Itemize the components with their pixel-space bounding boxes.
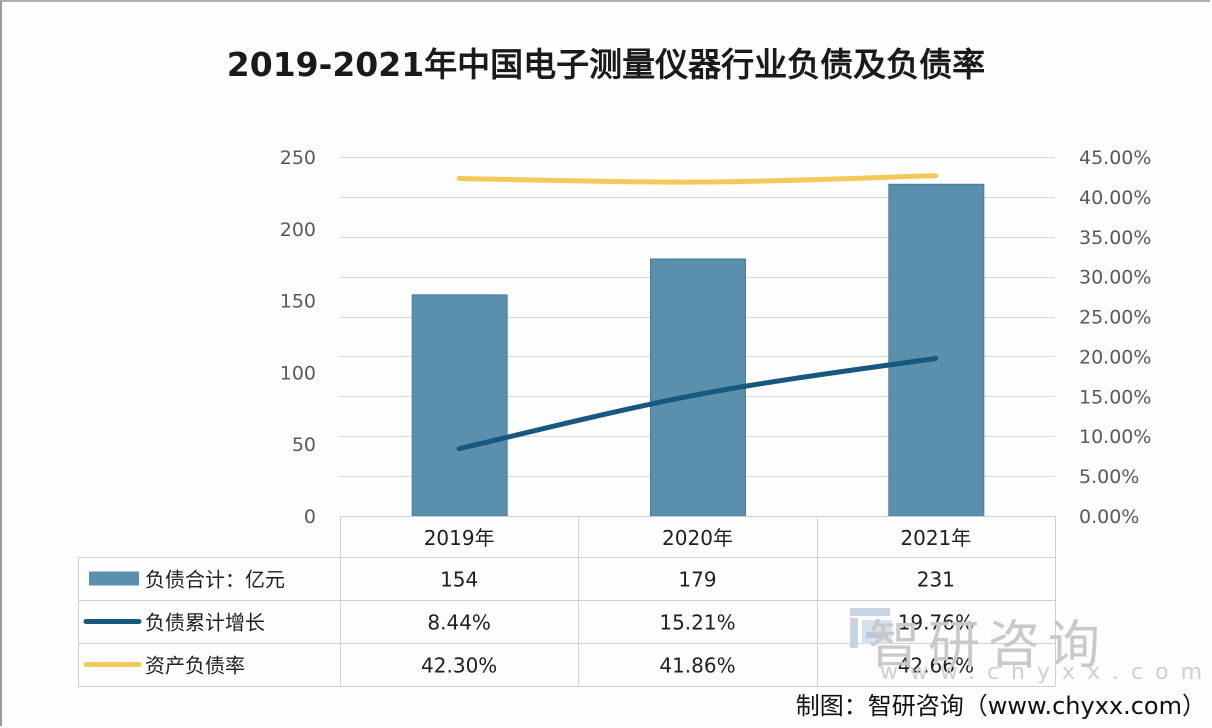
data-table-value: 42.30% xyxy=(421,654,497,678)
right-axis-tick-label: 35.00% xyxy=(1079,227,1151,249)
data-table-value: 41.86% xyxy=(659,654,735,678)
bar-2019年 xyxy=(411,294,508,517)
data-table-value: 179 xyxy=(678,568,716,592)
left-axis-tick-label: 100 xyxy=(280,362,316,384)
chart-title: 2019-2021年中国电子测量仪器行业负债及负债率 xyxy=(226,45,986,84)
right-axis-tick-label: 5.00% xyxy=(1079,466,1139,488)
right-axis-tick-label: 15.00% xyxy=(1079,386,1151,408)
left-axis-ticks: 250 200 150 100 50 0 xyxy=(280,147,316,528)
legend-label: 资产负债率 xyxy=(145,654,245,678)
watermark-logo-icon xyxy=(850,608,896,650)
right-axis-tick-label: 10.00% xyxy=(1079,426,1151,448)
watermark-url: www.chyxx.com xyxy=(880,660,1212,685)
legend-key-bar xyxy=(89,571,139,586)
data-table-value: 42.66% xyxy=(898,654,974,678)
right-axis-tick-label: 30.00% xyxy=(1079,267,1151,289)
source-caption: 制图：智研咨询（www.chyxx.com） xyxy=(795,692,1206,720)
data-table-value: 15.21% xyxy=(659,611,735,635)
category-label: 2021年 xyxy=(900,526,971,550)
bar-2021年 xyxy=(888,183,985,517)
data-table-value: 19.76% xyxy=(898,611,974,635)
right-axis-tick-label: 25.00% xyxy=(1079,307,1151,329)
line-series xyxy=(456,173,939,452)
left-axis-tick-label: 250 xyxy=(280,147,316,169)
category-label: 2020年 xyxy=(662,526,733,550)
watermark-brand: 智研咨询 xyxy=(868,616,1109,676)
data-table-value: 154 xyxy=(440,568,478,592)
line-asset-liability-ratio xyxy=(456,173,939,185)
bar-series xyxy=(411,183,985,517)
right-axis-tick-label: 20.00% xyxy=(1079,346,1151,368)
left-axis-tick-label: 50 xyxy=(292,434,316,456)
right-axis-tick-label: 40.00% xyxy=(1079,187,1151,209)
left-axis-tick-label: 150 xyxy=(280,291,316,313)
right-axis-tick-label: 0.00% xyxy=(1079,506,1139,528)
left-axis-tick-label: 200 xyxy=(280,219,316,241)
right-axis-tick-label: 45.00% xyxy=(1079,147,1151,169)
right-axis-ticks: 45.00% 40.00% 35.00% 30.00% 25.00% 20.00% 15.0… xyxy=(1079,147,1151,528)
left-axis-tick-label: 0 xyxy=(304,506,316,528)
legend-label: 负债累计增长 xyxy=(145,611,265,635)
category-label: 2019年 xyxy=(424,526,495,550)
data-table-value: 231 xyxy=(917,568,955,592)
legend-label: 负债合计：亿元 xyxy=(145,568,285,592)
data-table-value: 8.44% xyxy=(427,611,491,635)
